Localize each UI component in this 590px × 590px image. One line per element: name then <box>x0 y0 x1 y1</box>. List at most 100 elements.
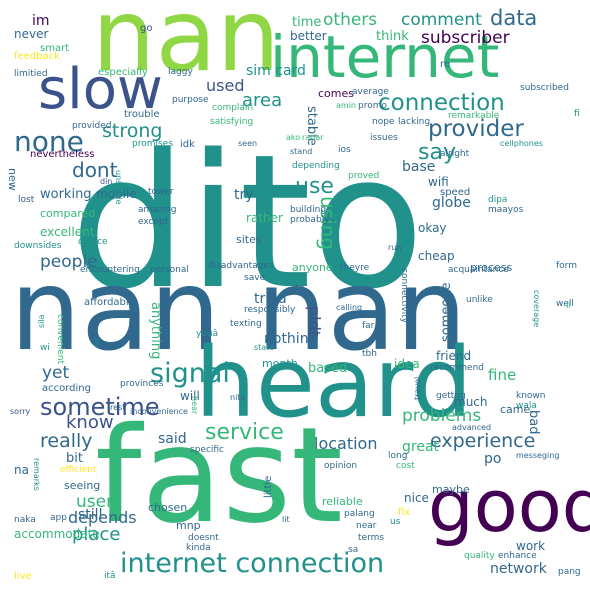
word-encountering: encountering <box>80 266 140 275</box>
word-affordable: affordable <box>84 298 135 308</box>
word-friend: friend <box>436 350 471 362</box>
word-except: except <box>138 218 168 227</box>
word-youa: youâ <box>196 330 218 339</box>
word-unlike: unlike <box>466 296 493 305</box>
word-reliable: reliable <box>322 496 363 507</box>
word-calling: calling <box>336 304 362 312</box>
word-dipa: dipa <box>488 196 507 205</box>
word-speed: speed <box>440 188 470 198</box>
word-cellphones: cellphones <box>500 140 543 148</box>
word-chosen: chosen <box>148 502 187 513</box>
word-little: little <box>264 476 274 498</box>
word-lit: lit <box>282 516 290 524</box>
word-go: go <box>140 24 152 34</box>
word-us: us <box>390 518 400 527</box>
word-probably: probably <box>290 216 330 225</box>
word-trouble: trouble <box>124 110 160 120</box>
word-location: location <box>314 436 377 452</box>
word-terms: terms <box>358 534 384 543</box>
word-provided: provided <box>72 122 112 131</box>
word-depending: depending <box>292 162 340 171</box>
word-run: run <box>388 244 401 252</box>
word-purpose: purpose <box>172 96 209 105</box>
word-texting: texting <box>230 320 262 329</box>
word-subscriber: subscriber <box>421 30 510 47</box>
word-sg: sg <box>93 338 100 346</box>
word-disadvantages: disadvantages <box>208 262 274 271</box>
word-din: din <box>100 178 112 186</box>
word-sites: sites <box>236 234 262 245</box>
word-working: working <box>40 188 92 201</box>
word-lacking: lacking <box>398 118 430 127</box>
word-remarkable: remarkable <box>448 112 499 121</box>
word-anyone: anyone <box>292 262 333 273</box>
word-according: according <box>42 384 91 394</box>
word-try: try <box>234 188 254 202</box>
word-complain: complain <box>212 104 253 113</box>
word-acquaintance: acquaintance <box>448 266 509 275</box>
word-good: good <box>428 470 590 542</box>
word-bad: bad <box>527 410 540 434</box>
word-wi: wi <box>40 344 50 353</box>
word-personal: personal <box>150 266 189 275</box>
word-used: used <box>206 78 244 94</box>
word-remarks: remarks <box>32 458 40 491</box>
word-live: live <box>14 572 32 582</box>
word-tbh: tbh <box>362 350 377 359</box>
word-subscribed: subscribed <box>520 84 569 93</box>
word-ako: ako <box>286 134 300 142</box>
word-po: po <box>484 452 501 466</box>
word-others: others <box>323 12 377 29</box>
word-cheap: cheap <box>418 250 455 262</box>
word-recommend: recommend <box>430 364 484 373</box>
word-still: still <box>78 508 102 522</box>
word-specific: specific <box>190 446 224 455</box>
word-device: device <box>78 238 108 247</box>
word-network: network <box>490 562 547 576</box>
word-seen: seen <box>238 140 257 148</box>
word-app: app <box>50 514 67 523</box>
word-bit: bit <box>66 452 83 465</box>
word-compared: compared <box>40 208 95 219</box>
word-stand: stand <box>290 148 312 156</box>
word-anything: anything <box>149 302 162 359</box>
word-doesnt: doesnt <box>188 534 219 543</box>
word-nice: nice <box>404 492 429 504</box>
word-never: never <box>14 28 48 40</box>
word-pang: pang <box>558 568 581 577</box>
word-convenient: convenient <box>55 314 64 364</box>
word-idk: idk <box>180 140 195 150</box>
word-limitied: limitied <box>14 70 48 79</box>
word-okay: okay <box>418 222 447 234</box>
word-great: great <box>402 440 439 454</box>
word-data: data <box>490 8 537 29</box>
word-maybe: maybe <box>432 484 470 495</box>
word-advanced: advanced <box>452 424 491 432</box>
word-amin: amin <box>336 102 356 110</box>
word-month: month <box>262 358 298 369</box>
word-ll: ll <box>566 302 571 311</box>
word-seeing: seeing <box>64 480 100 491</box>
word-well: well <box>556 300 574 309</box>
word-better: better <box>290 30 327 42</box>
word-lost: lost <box>18 196 34 205</box>
word-laggy: laggy <box>168 68 193 77</box>
word-maayos: maayos <box>488 206 523 215</box>
word-unstable: unstable <box>114 170 122 205</box>
word-radar: radar <box>302 134 323 142</box>
word-form: form <box>556 262 577 271</box>
word-inconvenience: inconvenience <box>130 408 188 416</box>
word-enhance: enhance <box>498 552 537 561</box>
word-sim-card: sim card <box>246 64 306 78</box>
word-much: much <box>454 396 488 408</box>
word-re: re <box>440 60 450 70</box>
word-opinion: opinion <box>324 462 357 471</box>
word-mnp: mnp <box>176 520 201 531</box>
word-far: far <box>362 322 374 331</box>
word-alright: alright <box>440 150 469 159</box>
word-said: said <box>158 432 187 446</box>
word-ios: ios <box>338 146 351 155</box>
word-sa: sa <box>348 546 358 555</box>
word-known: known <box>516 392 546 401</box>
word-average: average <box>352 88 389 97</box>
